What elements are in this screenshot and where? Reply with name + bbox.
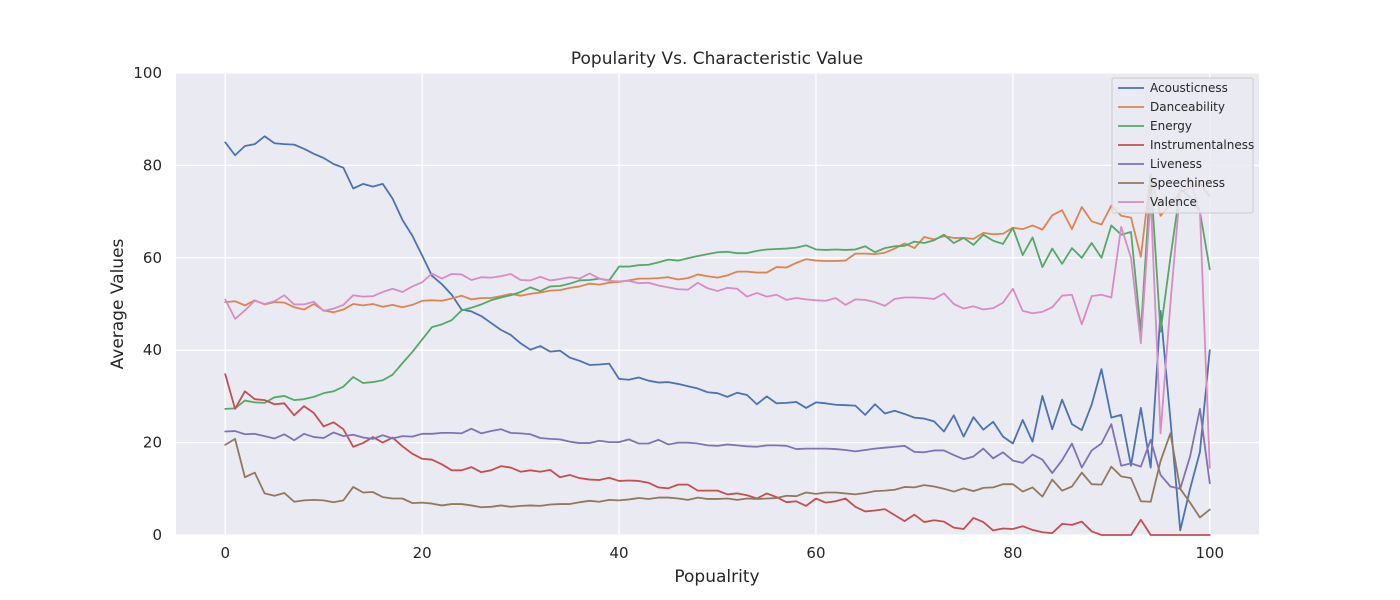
legend: Acousticness Danceability Energy Instrument…: [1111, 77, 1254, 214]
x-tick-label: 20: [413, 544, 432, 562]
x-axis-label: Popualrity: [674, 567, 759, 587]
series-line-liveness: [224, 407, 1211, 490]
y-tick-label: 80: [143, 156, 162, 174]
y-tick-label: 100: [133, 64, 162, 82]
x-tick-label: 40: [609, 544, 628, 562]
y-tick-label: 20: [143, 434, 162, 452]
legend-label-acousticness: Acousticness: [1150, 81, 1228, 95]
y-tick-label: 40: [143, 341, 162, 359]
x-tick-label: 80: [1003, 544, 1022, 562]
legend-label-instrumentalness: Instrumentalness: [1150, 138, 1254, 152]
x-tick-label: 0: [220, 544, 230, 562]
legend-frame: [1111, 77, 1254, 214]
x-tick-label: 100: [1195, 544, 1224, 562]
series-line-speechiness: [224, 432, 1211, 519]
legend-label-energy: Energy: [1150, 119, 1192, 133]
series-line-instrumentalness: [224, 373, 1211, 536]
legend-label-speechiness: Speechiness: [1150, 176, 1225, 190]
chart-title: Popularity Vs. Characteristic Value: [571, 49, 863, 69]
y-tick-label: 0: [152, 526, 162, 544]
plot-background: [176, 73, 1259, 535]
y-tick-label: 60: [143, 249, 162, 267]
series-line-valence: [224, 178, 1211, 469]
series-line-danceability: [224, 173, 1211, 314]
tick-labels: 0 20 40 60 80 100 0 20 40 60 80 100: [133, 64, 1224, 562]
legend-label-valence: Valence: [1150, 195, 1197, 209]
series-lines: [224, 135, 1211, 536]
legend-label-danceability: Danceability: [1150, 100, 1225, 114]
series-line-energy: [224, 176, 1211, 410]
y-axis-label: Average Values: [108, 238, 128, 369]
legend-label-liveness: Liveness: [1150, 157, 1202, 171]
x-tick-label: 60: [806, 544, 825, 562]
series-line-acousticness: [224, 135, 1211, 532]
